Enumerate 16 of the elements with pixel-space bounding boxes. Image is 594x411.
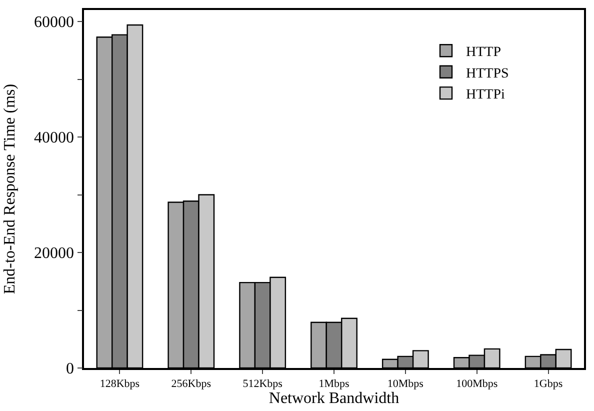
x-tick-label: 10Mbps [387, 378, 424, 390]
y-tick-label: 0 [66, 360, 74, 378]
legend-label: HTTPi [466, 88, 505, 103]
x-tick-label: 100Mbps [456, 378, 498, 390]
x-axis-title: Network Bandwidth [268, 390, 400, 407]
x-tick-label: 512Kbps [242, 378, 282, 390]
x-tick-label: 1Mbps [318, 378, 350, 390]
x-tick-label: 1Gbps [534, 378, 563, 390]
legend-label: HTTP [466, 45, 502, 60]
y-tick-label: 60000 [34, 14, 74, 32]
x-tick-label: 128Kbps [100, 378, 140, 390]
y-tick-label: 40000 [34, 130, 74, 147]
x-tick-label: 256Kbps [171, 378, 212, 390]
y-tick-label: 20000 [34, 245, 74, 262]
legend-label: HTTPS [466, 66, 509, 82]
y-axis-title: End-to-End Response Time (ms) [1, 84, 18, 294]
